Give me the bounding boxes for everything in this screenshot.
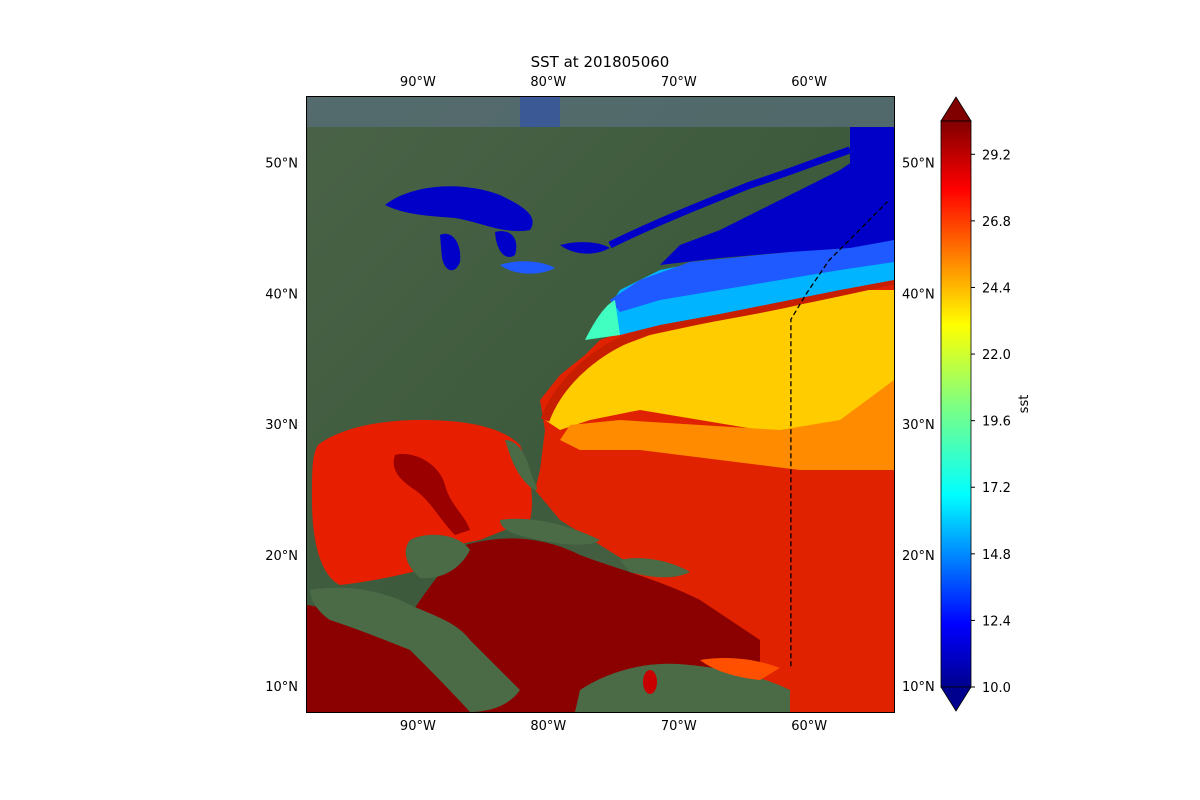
- colorbar-tick-label: 10.0: [982, 681, 1011, 696]
- lon-tick-label-top: 60°W: [791, 75, 827, 90]
- lake-ontario: [560, 242, 610, 254]
- lon-tick-labels-top: 90°W 80°W 70°W 60°W: [400, 75, 827, 90]
- sst-gulf-of-mexico: [312, 420, 532, 585]
- sst-cool-band: [610, 240, 894, 312]
- map-panel: [307, 97, 894, 712]
- lon-tick-label-bottom: 60°W: [791, 719, 827, 734]
- lake-maracaibo: [643, 670, 657, 694]
- sst-warm-patch-se: [700, 657, 780, 680]
- colorbar-tick-label: 22.0: [982, 348, 1011, 363]
- yucatan-land: [405, 534, 470, 579]
- lon-tick-label-top: 70°W: [661, 75, 697, 90]
- colorbar-extend-top: [940, 96, 972, 122]
- lon-tick-label-bottom: 80°W: [530, 719, 566, 734]
- sst-cold-ne-corner: [850, 127, 894, 207]
- sst-gulf-of-st-lawrence: [660, 128, 894, 265]
- lat-tick-label-left: 20°N: [265, 549, 298, 564]
- colorbar-tick-label: 26.8: [982, 215, 1011, 230]
- hudson-bay-patch: [520, 97, 560, 127]
- lon-tick-label-bottom: 90°W: [400, 719, 436, 734]
- loop-current-eddy: [393, 454, 470, 535]
- lake-huron: [495, 231, 517, 258]
- lake-michigan: [440, 233, 461, 271]
- great-lakes: [385, 186, 533, 232]
- colorbar-tick-label: 19.6: [982, 415, 1011, 430]
- top-strip: [307, 97, 894, 127]
- lat-tick-label-right: 40°N: [902, 287, 935, 302]
- cuba-island: [500, 518, 600, 545]
- gulf-stream-edge: [540, 275, 894, 422]
- lake-erie: [500, 261, 555, 274]
- lat-tick-label-right: 30°N: [902, 418, 935, 433]
- lon-tick-labels-bottom: 90°W 80°W 70°W 60°W: [400, 719, 827, 734]
- sst-transition-band: [560, 380, 894, 470]
- hispaniola-island: [620, 558, 690, 578]
- lat-tick-label-left: 40°N: [265, 287, 298, 302]
- lat-tick-label-left: 50°N: [265, 156, 298, 171]
- sst-subtropical-band: [545, 290, 894, 440]
- colorbar-extend-bottom: [940, 686, 972, 712]
- colorbar-tick-label: 14.8: [982, 548, 1011, 563]
- map-title: SST at 201805060: [531, 53, 670, 71]
- lat-tick-labels-right: 10°N 20°N 30°N 40°N 50°N: [902, 156, 935, 694]
- map-frame: [306, 96, 895, 713]
- colorbar-tick-label: 17.2: [982, 481, 1011, 496]
- sst-chesapeake: [585, 300, 620, 340]
- lat-tick-label-left: 30°N: [265, 418, 298, 433]
- lat-tick-label-right: 20°N: [902, 549, 935, 564]
- lon-tick-label-top: 80°W: [530, 75, 566, 90]
- florida-land: [505, 440, 538, 490]
- central-america-land: [310, 587, 520, 712]
- colorbar-label: sst: [1017, 395, 1032, 414]
- colorbar-tick-label: 24.4: [982, 281, 1011, 296]
- colorbar-tick-label: 12.4: [982, 614, 1011, 629]
- lat-tick-label-right: 50°N: [902, 156, 935, 171]
- track-line: [790, 201, 888, 667]
- colorbar-ticks: 10.0 12.4 14.8 17.2 19.6 22.0 24.4 26.8 29.2: [971, 148, 1011, 696]
- colorbar-body: [940, 120, 972, 688]
- colorbar-tick-label: 29.2: [982, 148, 1011, 163]
- lat-tick-label-right: 10°N: [902, 680, 935, 695]
- colorbar: 10.0 12.4 14.8 17.2 19.6 22.0 24.4 26.8 29.2 sst: [940, 96, 1032, 712]
- lon-tick-label-top: 90°W: [400, 75, 436, 90]
- st-lawrence-river: [608, 146, 852, 249]
- lon-tick-label-bottom: 70°W: [661, 719, 697, 734]
- lat-tick-labels-left: 10°N 20°N 30°N 40°N 50°N: [265, 156, 298, 694]
- lat-tick-label-left: 10°N: [265, 680, 298, 695]
